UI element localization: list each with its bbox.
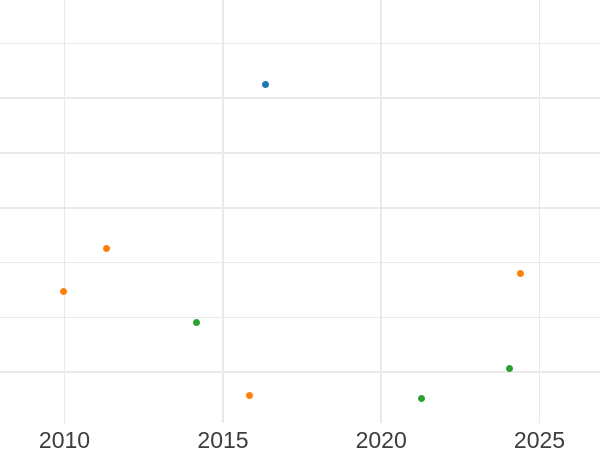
data-point-series-orange — [245, 392, 253, 400]
horizontal-gridline — [0, 207, 600, 209]
x-tick-label: 2010 — [38, 427, 91, 450]
data-point-series-orange — [516, 270, 524, 278]
horizontal-gridline — [0, 152, 600, 154]
horizontal-gridline — [0, 97, 600, 99]
data-point-series-green — [417, 394, 425, 402]
horizontal-gridline — [0, 371, 600, 373]
vertical-gridline — [222, 0, 224, 423]
data-point-series-green — [192, 318, 200, 326]
vertical-gridline — [538, 0, 541, 423]
horizontal-gridline — [0, 316, 600, 319]
data-point-series-orange — [102, 245, 110, 252]
data-point-series-blue — [261, 81, 269, 88]
vertical-gridline — [63, 0, 66, 423]
data-point-series-green — [505, 364, 513, 372]
x-tick-label: 2015 — [197, 427, 249, 450]
data-point-series-orange — [60, 288, 67, 295]
vertical-gridline — [380, 0, 382, 423]
horizontal-gridline — [0, 261, 600, 264]
x-tick-label: 2025 — [513, 427, 566, 450]
x-tick-label: 2020 — [355, 427, 407, 450]
horizontal-gridline — [0, 42, 600, 45]
